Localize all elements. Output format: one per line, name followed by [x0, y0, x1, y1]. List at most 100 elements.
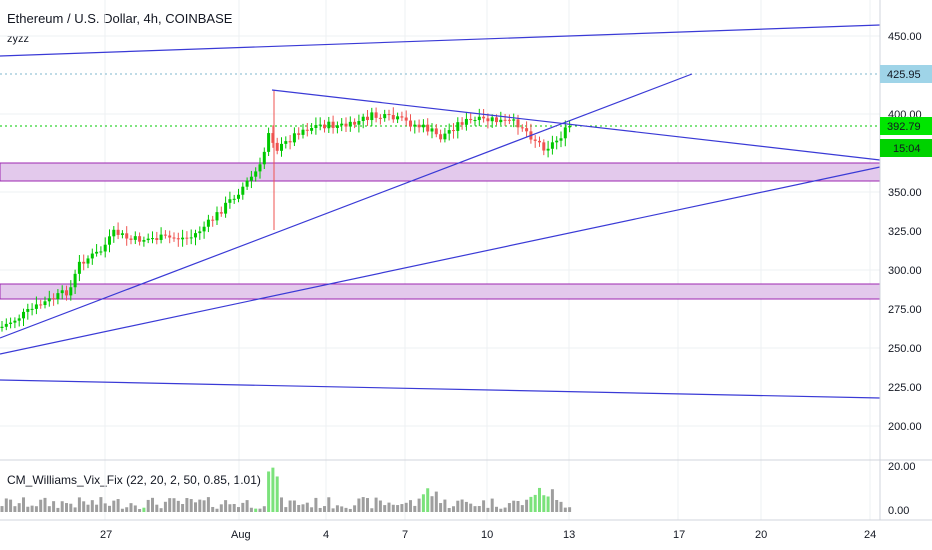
candle-body	[520, 127, 524, 129]
indicator-bar	[370, 508, 374, 512]
candle-body	[17, 318, 21, 321]
indicator-bar	[288, 500, 292, 512]
indicator-bar	[142, 507, 146, 512]
candle-body	[65, 290, 68, 296]
trendlines[interactable]	[0, 24, 881, 399]
indicator-bar	[138, 508, 142, 512]
candle-body	[258, 164, 262, 172]
indicator-bar	[237, 507, 240, 512]
indicator-bar	[353, 505, 357, 512]
indicator-bar	[43, 497, 47, 512]
candle-body	[22, 311, 25, 319]
indicator-bar	[22, 497, 25, 512]
trendline-descending[interactable]	[271, 89, 881, 161]
indicator-bars	[0, 467, 572, 512]
zone-upper[interactable]	[0, 162, 881, 182]
candle-body	[495, 117, 498, 123]
trendline-bottom-channel[interactable]	[0, 379, 881, 399]
indicator-bar	[56, 507, 60, 512]
candle-body	[516, 119, 520, 128]
zone-lower[interactable]	[0, 283, 881, 300]
candle-body	[0, 326, 4, 328]
indicator-bar	[245, 500, 249, 512]
candle-body	[52, 298, 56, 300]
indicator-bar	[17, 503, 21, 512]
candle-body	[120, 233, 124, 235]
candle-body	[254, 171, 258, 177]
candles[interactable]	[0, 90, 572, 332]
candle-body	[473, 120, 477, 122]
indicator-bar	[314, 497, 318, 512]
candle-body	[155, 238, 159, 240]
indicator-bar	[559, 501, 563, 512]
candle-body	[447, 130, 451, 134]
time-axis[interactable]: 27 Aug 4 7 10 13 17 20 24	[100, 529, 876, 541]
indicator-bar	[387, 502, 391, 512]
indicator-bar	[219, 504, 223, 512]
indicator-bar	[340, 506, 344, 512]
indicator-bar	[99, 497, 103, 512]
candle-body	[77, 261, 81, 274]
indicator-bar	[4, 498, 8, 512]
indicator-bar	[151, 497, 154, 512]
candle-body	[39, 304, 43, 306]
indicator-bar	[323, 506, 326, 512]
candle-body	[434, 128, 438, 135]
candle-body	[563, 127, 567, 139]
candle-body	[280, 143, 283, 151]
candle-body	[202, 226, 206, 232]
candle-body	[292, 133, 296, 143]
indicator-bar	[413, 505, 417, 512]
candle-body	[301, 129, 305, 135]
price-axis[interactable]: 450.00 400.00 375.00 350.00 325.00 300.0…	[888, 31, 922, 433]
trendline-ascending-shallow[interactable]	[0, 166, 881, 355]
indicator-bar	[258, 508, 262, 512]
candle-body	[146, 238, 150, 241]
candle-body	[370, 112, 374, 121]
candle-body	[331, 121, 335, 128]
indicator-bar	[146, 499, 150, 512]
candle-body	[237, 194, 240, 199]
candle-body	[185, 237, 189, 239]
trendline-ascending-steep[interactable]	[0, 73, 693, 339]
indicator-bar	[125, 507, 129, 512]
candle-body	[426, 124, 430, 132]
indicator-bar	[189, 499, 193, 512]
candle-body	[559, 138, 563, 141]
indicator-bar	[447, 507, 451, 512]
indicator-bar	[460, 499, 464, 512]
indicator-bar	[512, 500, 516, 512]
candle-body	[482, 116, 486, 119]
last-price-tag[interactable]	[880, 117, 932, 135]
candle-body	[215, 212, 219, 221]
indicator-bar	[82, 501, 86, 512]
indicator-bar	[86, 504, 90, 512]
candle-body	[224, 202, 228, 214]
candle-body	[443, 133, 447, 140]
indicator-bar	[378, 500, 382, 512]
indicator-bar	[327, 497, 331, 512]
candle-body	[13, 320, 17, 323]
candle-body	[168, 235, 172, 238]
time-label: 20	[755, 529, 767, 541]
last-price-text: 392.79	[887, 121, 921, 133]
candle-body	[464, 118, 468, 125]
indicator-bar	[520, 505, 524, 512]
indicator-bar	[249, 507, 253, 512]
indicator-bar	[357, 498, 361, 512]
indicator-bar	[361, 497, 365, 512]
indicator-bar	[430, 496, 434, 512]
indicator-bar	[271, 467, 275, 512]
candle-body	[56, 293, 60, 300]
indicator-bar	[344, 507, 348, 512]
level-tag[interactable]	[880, 65, 932, 83]
trendline-top-channel[interactable]	[0, 24, 881, 57]
candle-body	[538, 140, 541, 143]
indicator-bar	[473, 506, 477, 512]
indicator-bar	[176, 500, 180, 512]
indicator-bar	[301, 504, 305, 512]
indicator-bar	[563, 507, 567, 512]
indicator-bar	[172, 498, 176, 512]
indicator-label[interactable]: CM_Williams_Vix_Fix (22, 20, 2, 50, 0.85…	[7, 473, 261, 487]
